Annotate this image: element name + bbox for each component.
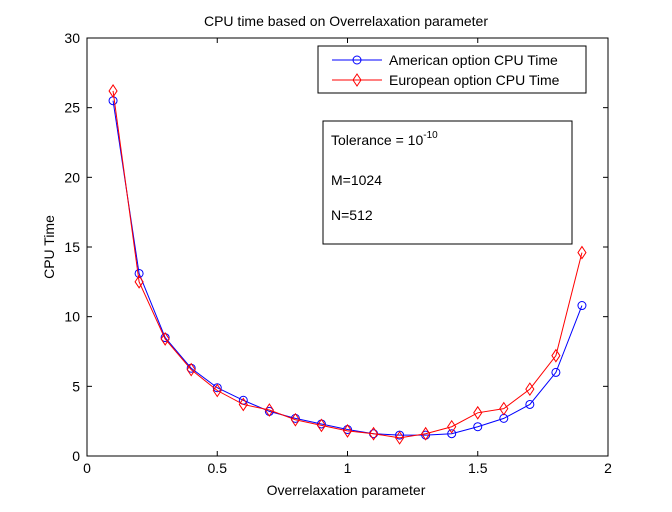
data-point-european [525,382,535,397]
data-point-european [368,426,379,441]
y-tick-label: 25 [64,100,80,116]
data-point-european [134,274,144,289]
x-tick-label: 2 [604,460,612,476]
data-point-european [421,426,431,441]
data-point-european [264,403,274,417]
x-tick-label: 0.5 [208,460,228,476]
y-tick-label: 10 [64,309,80,325]
data-point-european [394,430,405,445]
data-point-european [186,362,196,377]
annotation-tolerance-exponent: -10 [423,130,438,141]
parameters-annotation: Tolerance = 10-10 M=1024 N=512 [322,120,573,245]
data-point-american [551,367,561,377]
data-point-european [342,424,353,438]
y-tick-label: 20 [64,169,80,185]
data-point-european [160,332,170,346]
data-point-european [290,412,301,427]
legend-box [317,45,587,94]
x-axis-title: Overrelaxation parameter [267,482,426,498]
x-tick-label: 0 [83,460,91,476]
legend: American option CPU Time European option… [317,45,587,94]
y-axis-title: CPU Time [41,215,57,279]
data-point-european [499,401,509,416]
series-layer [108,84,587,445]
legend-marker-european [352,73,362,87]
series-line-european [112,90,583,439]
data-point-european [551,348,561,363]
x-tick-label: 1 [344,460,352,476]
data-point-american [525,399,535,409]
data-point-european [447,419,457,434]
legend-label-american: American option CPU Time [389,52,558,68]
x-tick-label: 1.5 [468,460,488,476]
y-tick-label: 5 [72,378,80,394]
annotation-n: N=512 [331,207,373,223]
annotation-tolerance: Tolerance = 10-10 [331,130,438,148]
data-point-american [447,429,457,439]
data-point-european [238,397,248,412]
data-point-european [577,245,587,260]
y-tick-label: 15 [64,239,80,255]
legend-label-european: European option CPU Time [389,72,560,88]
chart-title: CPU time based on Overrelaxation paramet… [204,13,488,29]
annotation-tolerance-base: Tolerance = 10 [331,132,423,148]
series-line-american [112,100,583,436]
y-tick-label: 30 [64,30,80,46]
data-point-american [134,268,144,278]
y-tick-label: 0 [72,448,80,464]
annotation-m: M=1024 [331,172,382,188]
annotation-box [322,120,573,245]
data-point-european [316,418,327,433]
data-point-european [473,405,483,420]
data-point-european [212,383,222,398]
legend-marker-american [352,55,362,65]
data-point-american [577,301,587,311]
data-point-european [108,84,118,98]
data-point-american [473,422,483,432]
